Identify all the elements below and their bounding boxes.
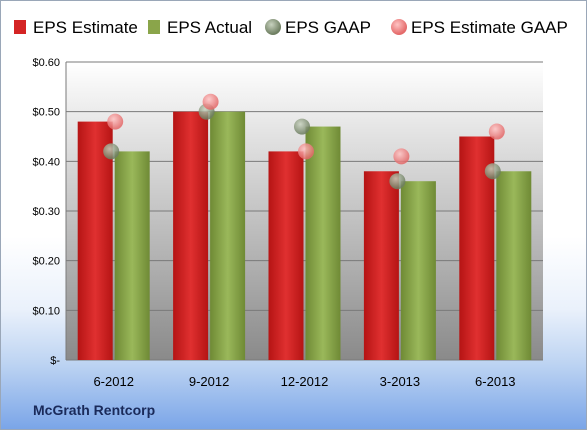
marker-eps-gaap	[294, 118, 310, 135]
marker-eps-estimate-gaap	[107, 113, 124, 130]
bar-eps-actual	[210, 111, 246, 361]
x-tick-label: 6-2012	[93, 374, 133, 389]
y-tick-label: $0.30	[32, 206, 60, 218]
x-tick-label: 3-2013	[380, 374, 420, 389]
marker-eps-gaap	[103, 143, 120, 160]
marker-eps-estimate-gaap	[393, 148, 410, 165]
y-tick-label: $0.20	[32, 256, 60, 268]
x-tick-label: 6-2013	[475, 374, 515, 389]
bar-eps-actual	[305, 126, 341, 360]
bar-eps-actual	[496, 171, 532, 360]
legend-eps-estimate: EPS Estimate	[14, 18, 138, 37]
bar-eps-estimate	[173, 111, 209, 361]
x-tick-label: 12-2012	[281, 374, 329, 389]
legend-label: EPS Estimate GAAP	[411, 18, 568, 37]
marker-eps-gaap	[484, 163, 501, 180]
y-tick-label: $-	[50, 355, 60, 367]
markers	[103, 93, 505, 190]
legend-eps-estimate-gaap: EPS Estimate GAAP	[391, 18, 568, 37]
axes: $- $0.10 $0.20 $0.30 $0.40 $0.50 $0.60 6-2012 9-…	[32, 57, 543, 389]
y-tick-label: $0.40	[32, 156, 60, 168]
legend-label: EPS GAAP	[285, 18, 371, 37]
legend: EPS Estimate EPS Actual EPS GAAP EPS Estima…	[14, 18, 568, 37]
legend-label: EPS Estimate	[33, 18, 138, 37]
bar-eps-actual	[114, 151, 150, 360]
marker-eps-estimate-gaap	[202, 93, 219, 110]
legend-swatch	[391, 19, 407, 35]
marker-eps-gaap	[389, 173, 406, 190]
legend-swatch	[148, 20, 160, 34]
bar-eps-estimate	[268, 151, 304, 360]
bar-eps-estimate	[77, 121, 113, 360]
x-tick-label: 9-2012	[189, 374, 229, 389]
bar-eps-estimate	[363, 171, 399, 360]
y-tick-label: $0.10	[32, 305, 60, 317]
legend-swatch	[265, 19, 281, 35]
company-label: McGrath Rentcorp	[33, 402, 156, 418]
y-tick-label: $0.50	[32, 107, 60, 119]
marker-eps-estimate-gaap	[488, 123, 505, 140]
legend-eps-gaap: EPS GAAP	[265, 18, 371, 37]
legend-swatch	[14, 20, 26, 34]
legend-eps-actual: EPS Actual	[148, 18, 252, 37]
bar-eps-actual	[400, 181, 436, 360]
y-tick-label: $0.60	[32, 57, 60, 69]
legend-label: EPS Actual	[167, 18, 252, 37]
marker-eps-estimate-gaap	[298, 143, 314, 160]
